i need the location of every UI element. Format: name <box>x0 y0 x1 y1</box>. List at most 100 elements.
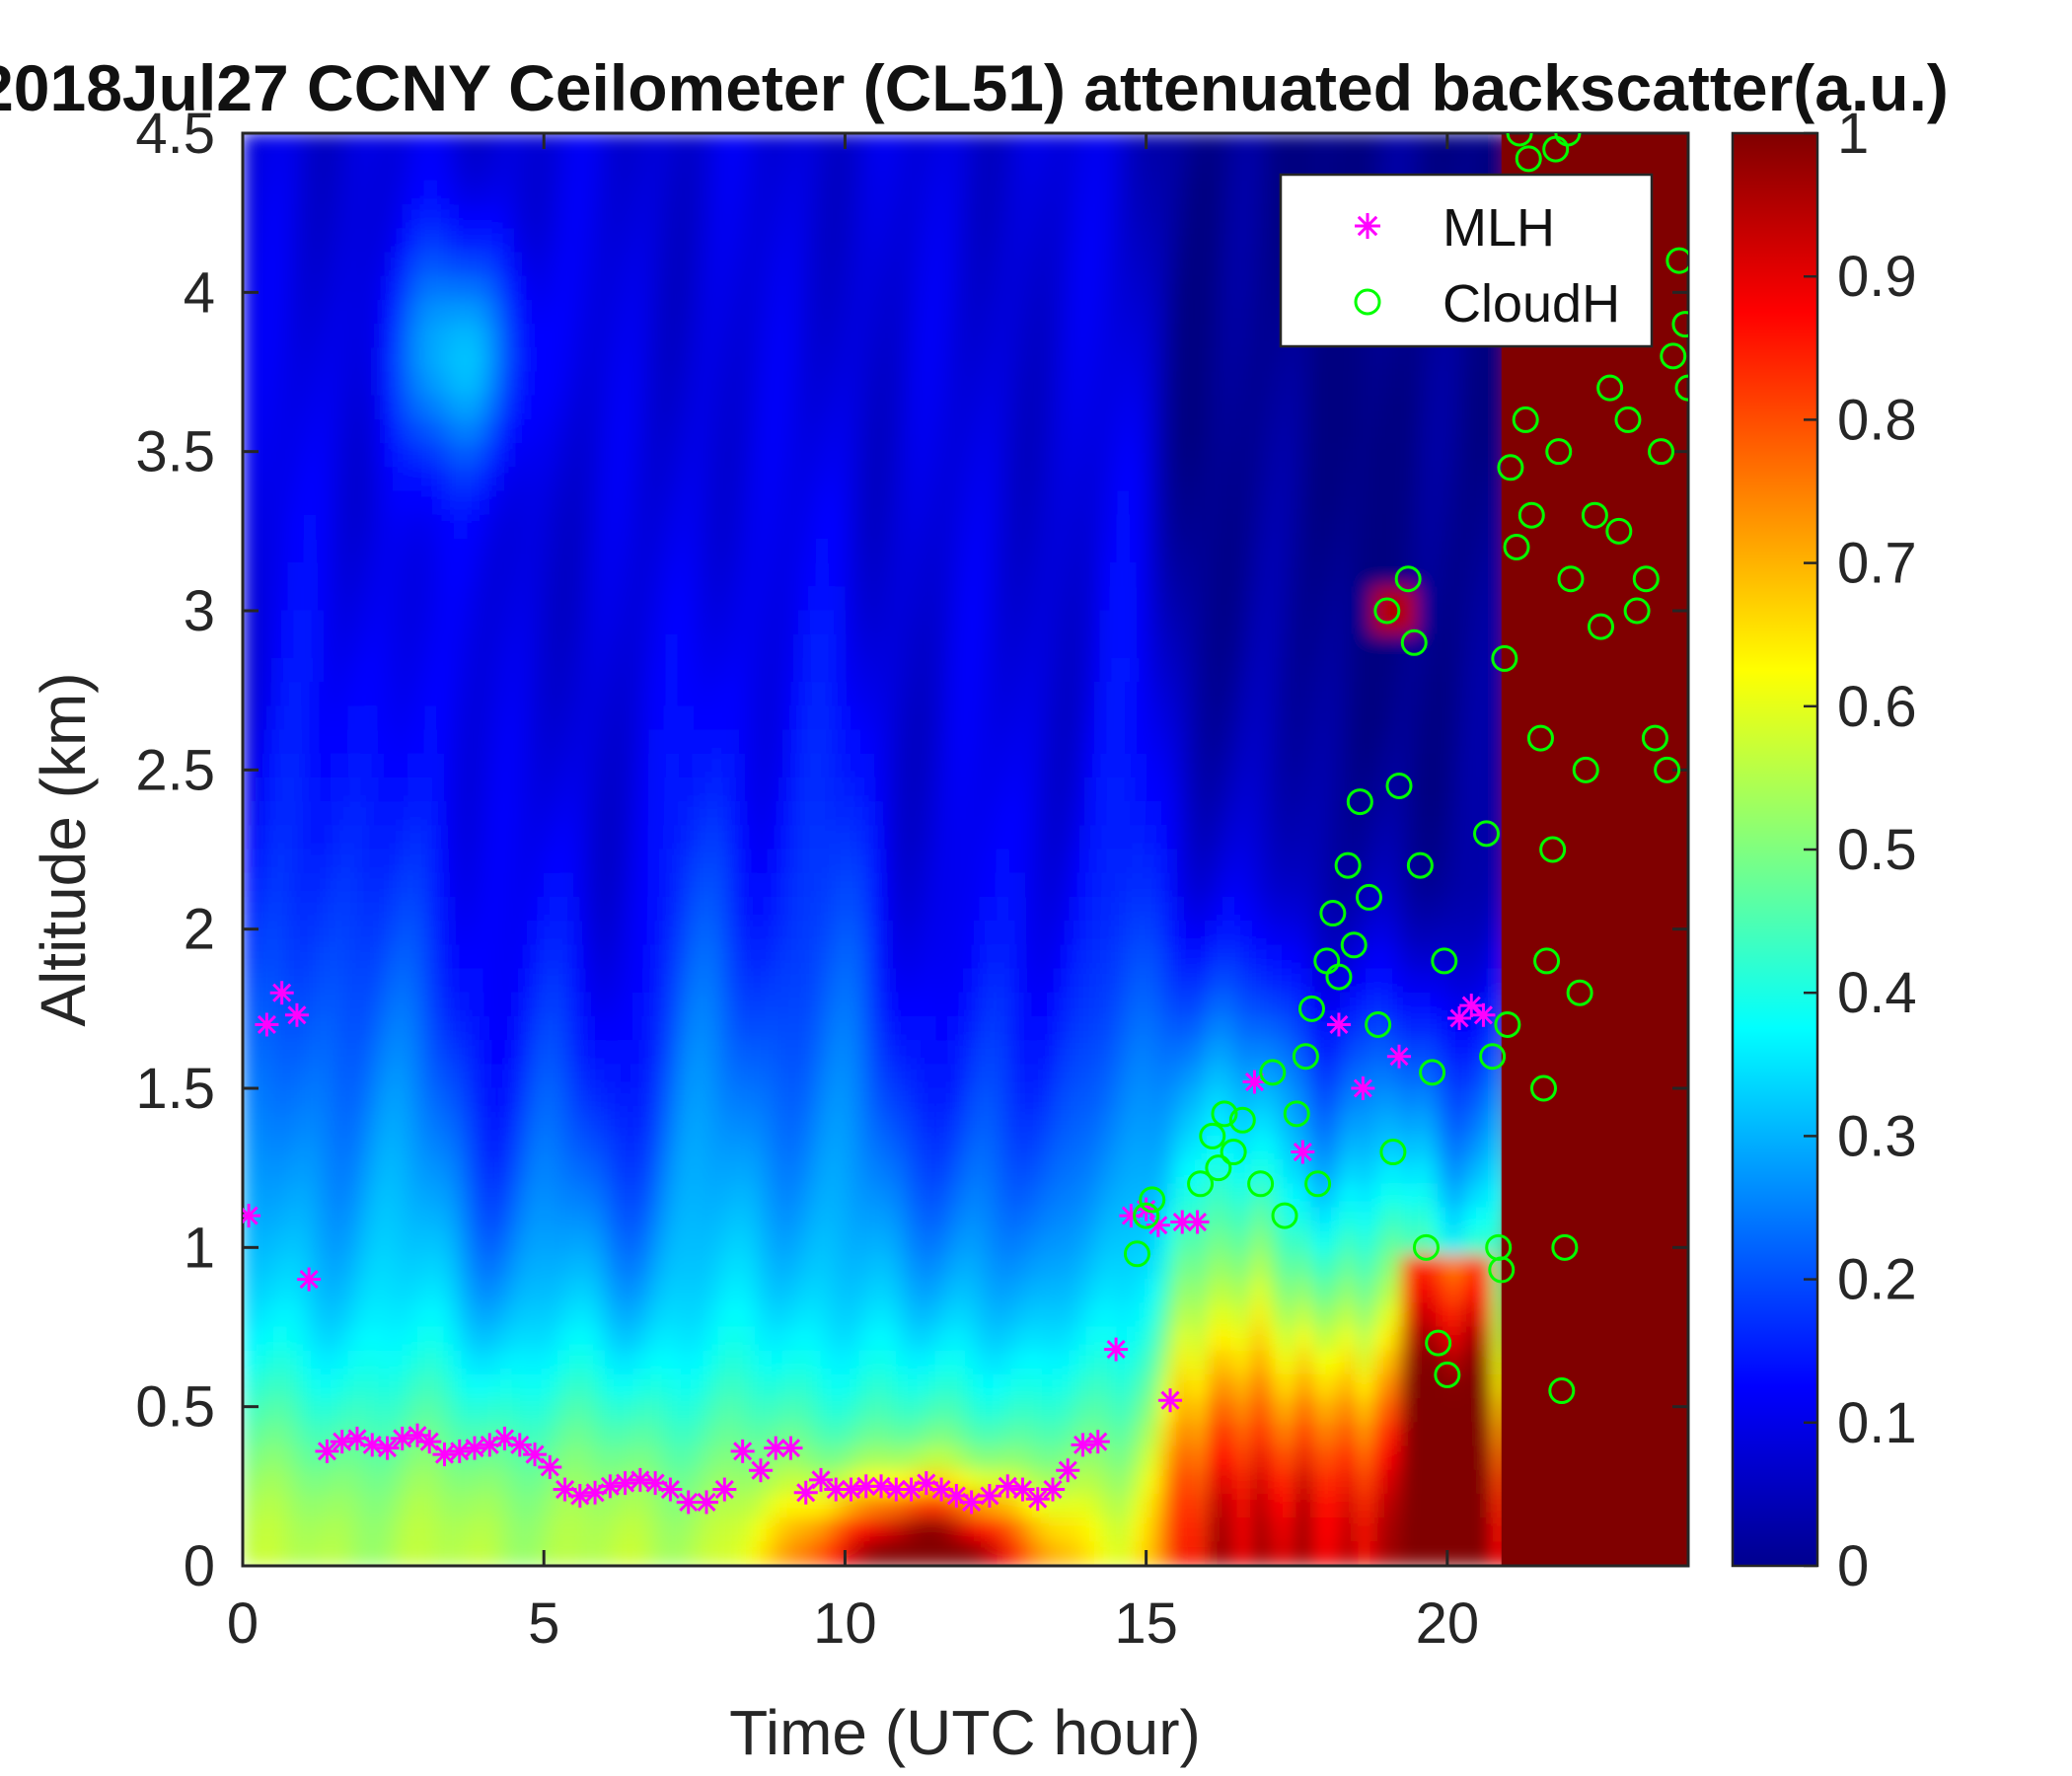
heatmap-cell <box>949 443 966 469</box>
heatmap-cell <box>1461 347 1478 373</box>
heatmap-cell <box>723 1445 741 1471</box>
heatmap-cell <box>588 586 605 612</box>
heatmap-cell <box>287 1183 304 1209</box>
heatmap-cell <box>1416 1445 1434 1471</box>
heatmap-cell <box>1055 610 1072 635</box>
heatmap-cell <box>1160 538 1177 564</box>
heatmap-cell <box>393 371 409 397</box>
heatmap-cell <box>482 1373 499 1400</box>
heatmap-cell <box>648 395 665 420</box>
heatmap-cell <box>453 1183 470 1209</box>
heatmap-cell <box>1130 1398 1147 1424</box>
heatmap-cell <box>1115 1541 1132 1566</box>
heatmap-cell <box>558 418 575 445</box>
heatmap-cell <box>679 968 696 994</box>
heatmap-cell <box>302 395 319 420</box>
heatmap-cell <box>377 682 395 707</box>
heatmap-cell <box>1446 347 1463 373</box>
heatmap-cell <box>1085 825 1102 851</box>
heatmap-cell <box>407 514 424 540</box>
heatmap-cell <box>333 1302 349 1328</box>
heatmap-cell <box>422 1207 439 1232</box>
heatmap-cell <box>619 729 635 755</box>
heatmap-cell <box>1175 825 1192 851</box>
heatmap-cell <box>513 1111 530 1137</box>
heatmap-cell <box>934 825 951 851</box>
heatmap-cell <box>603 371 621 397</box>
heatmap-cell <box>1009 586 1027 612</box>
heatmap-cell <box>1311 514 1328 540</box>
heatmap-cell <box>874 1373 891 1400</box>
heatmap-cell <box>362 1469 379 1495</box>
heatmap-cell <box>302 1159 319 1185</box>
heatmap-cell <box>829 992 846 1017</box>
heatmap-cell <box>1281 1493 1297 1519</box>
heatmap-cell <box>603 992 621 1017</box>
heatmap-cell <box>633 180 650 206</box>
heatmap-cell <box>513 324 530 349</box>
heatmap-cell <box>1341 1111 1358 1137</box>
heatmap-cell <box>799 252 816 277</box>
heatmap-cell <box>287 538 304 564</box>
heatmap-cell <box>889 872 906 898</box>
heatmap-cell <box>739 1541 756 1566</box>
heatmap-cell <box>1250 777 1268 803</box>
heatmap-cell <box>422 849 439 874</box>
heatmap-cell <box>1416 133 1434 158</box>
heatmap-cell <box>1070 228 1087 254</box>
heatmap-cell <box>920 586 936 612</box>
heatmap-cell <box>317 371 334 397</box>
heatmap-cell <box>739 1350 756 1375</box>
heatmap-cell <box>1009 1517 1027 1543</box>
heatmap-cell <box>754 1350 771 1375</box>
heatmap-cell <box>814 371 831 397</box>
heatmap-cell <box>1190 156 1208 182</box>
heatmap-cell <box>723 586 741 612</box>
heatmap-cell <box>1416 395 1434 420</box>
heatmap-cell <box>1250 1254 1268 1281</box>
heatmap-cell <box>1386 1230 1403 1256</box>
heatmap-cell <box>1160 1326 1177 1352</box>
heatmap-cell <box>407 633 424 659</box>
heatmap-cell <box>243 992 259 1017</box>
heatmap-cell <box>377 514 395 540</box>
heatmap-cell <box>1371 1541 1388 1566</box>
heatmap-cell <box>543 133 559 158</box>
heatmap-cell <box>1070 992 1087 1017</box>
heatmap-cell <box>1206 1254 1222 1281</box>
heatmap-cell <box>1040 371 1057 397</box>
heatmap-cell <box>1476 1064 1494 1089</box>
heatmap-cell <box>1250 299 1268 326</box>
heatmap-cell <box>573 1326 590 1352</box>
heatmap-cell <box>814 633 831 659</box>
heatmap-cell <box>694 1350 710 1375</box>
heatmap-cell <box>588 633 605 659</box>
heatmap-cell <box>769 180 785 206</box>
heatmap-cell <box>1326 347 1343 373</box>
heatmap-cell <box>1416 1493 1434 1519</box>
heatmap-cell <box>1371 1111 1388 1137</box>
heatmap-cell <box>783 777 801 803</box>
heatmap-cell <box>528 753 545 778</box>
heatmap-cell <box>317 1422 334 1447</box>
heatmap-cell <box>573 777 590 803</box>
heatmap-cell <box>347 682 364 707</box>
heatmap-cell <box>874 299 891 326</box>
heatmap-cell <box>633 156 650 182</box>
heatmap-cell <box>1115 968 1132 994</box>
heatmap-cell <box>1295 1422 1312 1447</box>
heatmap-cell <box>1235 801 1252 827</box>
heatmap-cell <box>422 418 439 445</box>
heatmap-cell <box>558 395 575 420</box>
heatmap-cell <box>648 849 665 874</box>
heatmap-cell <box>333 395 349 420</box>
heatmap-cell <box>1070 252 1087 277</box>
heatmap-cell <box>558 633 575 659</box>
heatmap-cell <box>1281 753 1297 778</box>
heatmap-cell <box>1175 1373 1192 1400</box>
heatmap-cell <box>603 586 621 612</box>
heatmap-cell <box>1206 204 1222 230</box>
heatmap-cell <box>1085 729 1102 755</box>
heatmap-cell <box>1446 610 1463 635</box>
heatmap-cell <box>257 1040 274 1066</box>
